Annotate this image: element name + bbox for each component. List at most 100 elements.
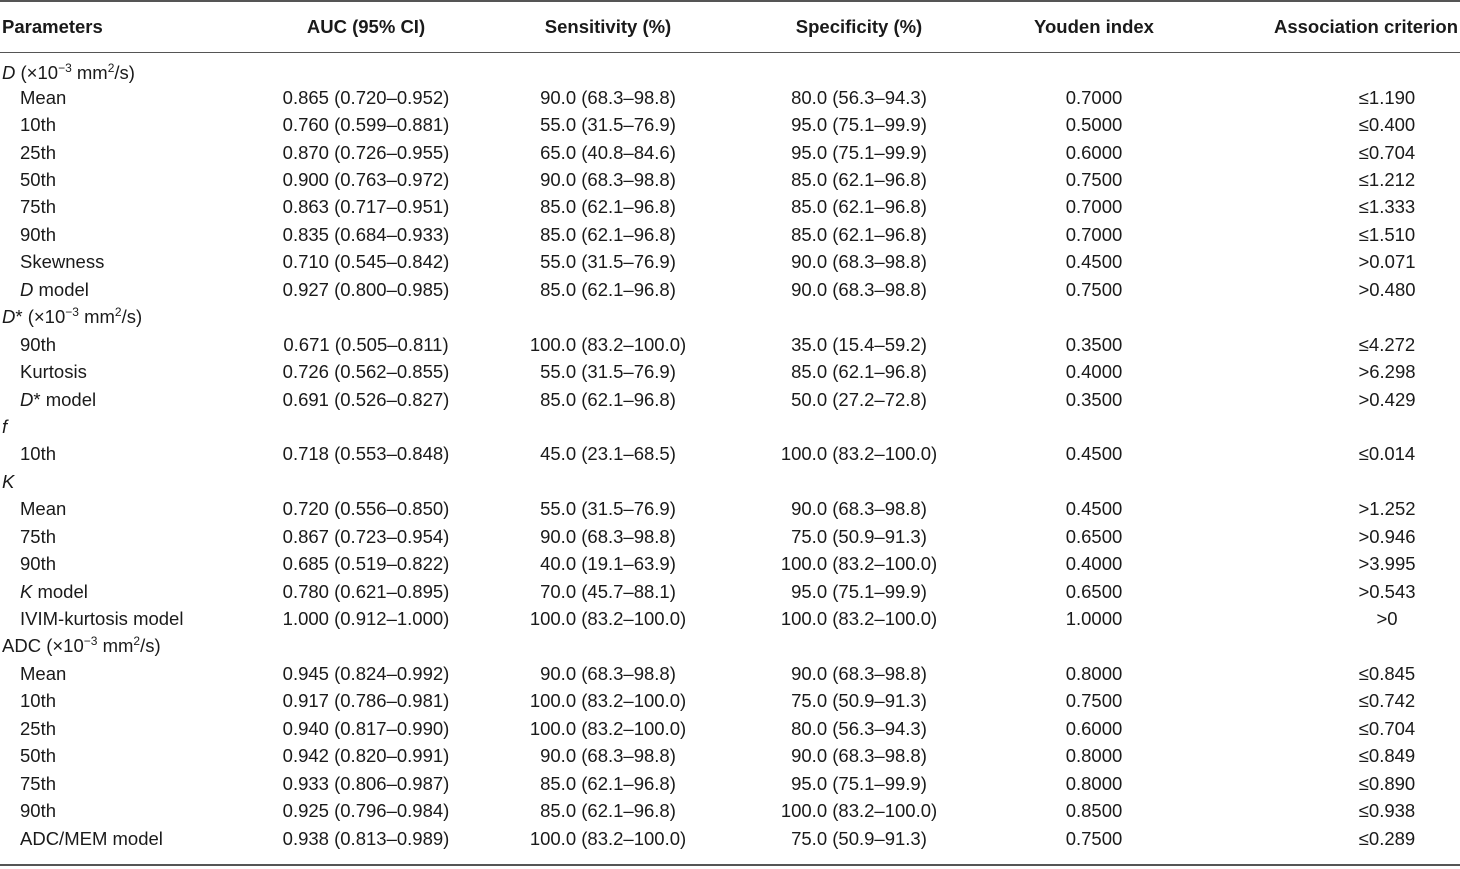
auc-cell: 0.938 (0.813–0.989)	[282, 827, 450, 849]
row-name-cell: 50th	[20, 169, 57, 191]
table-row: 50th 0.942 (0.820–0.991) 90.0 (68.3–98.8) 9…	[0, 743, 1460, 770]
row-name-cell: D model	[0, 276, 250, 303]
group-row-f: f	[0, 413, 1460, 440]
row-name-cell: 75th	[20, 196, 57, 218]
table-row: Kurtosis 0.726 (0.562–0.855) 55.0 (31.5–76…	[0, 358, 1460, 385]
auc-cell: 0.927 (0.800–0.985)	[282, 278, 450, 300]
specificity-cell: 80.0 (56.3–94.3)	[791, 86, 927, 108]
text-fragment: model	[33, 278, 89, 300]
specificity-cell: 100.0 (83.2–100.0)	[780, 608, 938, 630]
auc-cell: 0.780 (0.621–0.895)	[282, 580, 450, 602]
table-row: 75th 0.867 (0.723–0.954) 90.0 (68.3–98.8) 7…	[0, 523, 1460, 550]
group-row-k: K	[0, 468, 1460, 495]
results-table: Parameters AUC (95% CI) Sensitivity (%) …	[0, 2, 1460, 852]
group-label-k: K	[0, 468, 1460, 495]
header-youden: Youden index	[1034, 15, 1154, 37]
table-row: ADC/MEM model 0.938 (0.813–0.989) 100.0 (8…	[0, 825, 1460, 852]
group-label-d: D (×10−3 mm2/s)	[0, 51, 1460, 84]
youden-cell: 0.7500	[1065, 827, 1123, 849]
table-row: 75th 0.863 (0.717–0.951) 85.0 (62.1–96.8) 8…	[0, 194, 1460, 221]
specificity-cell: 90.0 (68.3–98.8)	[791, 251, 927, 273]
auc-cell: 0.671 (0.505–0.811)	[283, 333, 449, 355]
criterion-cell: >0	[1376, 608, 1398, 630]
youden-cell: 0.7000	[1065, 196, 1123, 218]
row-name-cell: 90th	[20, 333, 57, 355]
sensitivity-cell: 85.0 (62.1–96.8)	[540, 196, 676, 218]
text-fragment: −3	[65, 305, 79, 320]
table-row: 50th 0.900 (0.763–0.972) 90.0 (68.3–98.8) 8…	[0, 166, 1460, 193]
auc-cell: 0.760 (0.599–0.881)	[282, 114, 450, 136]
table-row: 10th 0.917 (0.786–0.981) 100.0 (83.2–100.0…	[0, 688, 1460, 715]
criterion-cell: ≤1.212	[1358, 169, 1416, 191]
specificity-cell: 75.0 (50.9–91.3)	[791, 827, 927, 849]
auc-cell: 0.933 (0.806–0.987)	[282, 772, 450, 794]
row-name-cell: K model	[0, 578, 250, 605]
text-fragment: model	[32, 580, 88, 602]
youden-cell: 0.4500	[1065, 443, 1123, 465]
specificity-cell: 85.0 (62.1–96.8)	[791, 169, 927, 191]
auc-cell: 0.940 (0.817–0.990)	[282, 717, 450, 739]
row-name-cell: 75th	[20, 772, 57, 794]
sensitivity-cell: 90.0 (68.3–98.8)	[540, 525, 676, 547]
criterion-cell: ≤1.333	[1358, 196, 1416, 218]
table-row: Mean 0.720 (0.556–0.850) 55.0 (31.5–76.9) 9…	[0, 496, 1460, 523]
text-fragment: D	[20, 278, 34, 300]
header-association-criterion: Association criterion	[1273, 15, 1458, 37]
bottom-rule	[0, 864, 1460, 866]
criterion-cell: ≤1.510	[1358, 223, 1416, 245]
criterion-cell: ≤0.742	[1358, 690, 1416, 712]
table-row: 25th 0.870 (0.726–0.955) 65.0 (40.8–84.6) 9…	[0, 139, 1460, 166]
sensitivity-cell: 90.0 (68.3–98.8)	[540, 745, 676, 767]
row-name-cell: 90th	[20, 553, 57, 575]
auc-cell: 0.867 (0.723–0.954)	[282, 525, 450, 547]
criterion-cell: ≤0.704	[1358, 141, 1416, 163]
sensitivity-cell: 100.0 (83.2–100.0)	[529, 608, 687, 630]
auc-cell: 0.900 (0.763–0.972)	[282, 169, 450, 191]
table-row: 90th 0.835 (0.684–0.933) 85.0 (62.1–96.8) 8…	[0, 221, 1460, 248]
table-row: D model 0.927 (0.800–0.985) 85.0 (62.1–96.…	[0, 276, 1460, 303]
row-name-cell: 90th	[20, 223, 57, 245]
text-fragment: (×10	[41, 635, 84, 657]
sensitivity-cell: 85.0 (62.1–96.8)	[540, 800, 676, 822]
sensitivity-cell: 90.0 (68.3–98.8)	[540, 169, 676, 191]
header-row: Parameters AUC (95% CI) Sensitivity (%) …	[0, 2, 1460, 51]
specificity-cell: 35.0 (15.4–59.2)	[791, 333, 927, 355]
sensitivity-cell: 85.0 (62.1–96.8)	[540, 772, 676, 794]
sensitivity-cell: 65.0 (40.8–84.6)	[540, 141, 676, 163]
sensitivity-cell: 100.0 (83.2–100.0)	[529, 827, 687, 849]
group-row-adc: ADC (×10−3 mm2/s)	[0, 633, 1460, 660]
sensitivity-cell: 55.0 (31.5–76.9)	[540, 361, 676, 383]
sensitivity-cell: 100.0 (83.2–100.0)	[529, 690, 687, 712]
youden-cell: 0.4500	[1065, 251, 1123, 273]
auc-cell: 0.925 (0.796–0.984)	[282, 800, 450, 822]
text-fragment: −3	[58, 61, 72, 75]
sensitivity-cell: 55.0 (31.5–76.9)	[540, 114, 676, 136]
table-row: 90th 0.925 (0.796–0.984) 85.0 (62.1–96.8) 1…	[0, 797, 1460, 824]
text-fragment: /s)	[114, 62, 135, 83]
specificity-cell: 100.0 (83.2–100.0)	[780, 443, 938, 465]
sensitivity-cell: 45.0 (23.1–68.5)	[540, 443, 676, 465]
text-fragment: mm	[78, 306, 115, 328]
specificity-cell: 95.0 (75.1–99.9)	[791, 772, 927, 794]
criterion-cell: ≤0.400	[1358, 114, 1416, 136]
specificity-cell: 90.0 (68.3–98.8)	[791, 498, 927, 520]
youden-cell: 0.6500	[1065, 580, 1123, 602]
youden-cell: 0.8000	[1065, 745, 1123, 767]
youden-cell: 1.0000	[1065, 608, 1123, 630]
criterion-cell: ≤0.289	[1358, 827, 1416, 849]
criterion-cell: >3.995	[1358, 553, 1416, 575]
group-label-dstar: D* (×10−3 mm2/s)	[0, 304, 1460, 331]
criterion-cell: ≤0.704	[1358, 717, 1416, 739]
youden-cell: 0.6500	[1065, 525, 1123, 547]
header-parameters: Parameters	[2, 15, 103, 37]
row-name-cell: 10th	[20, 443, 57, 465]
sensitivity-cell: 85.0 (62.1–96.8)	[540, 388, 676, 410]
text-fragment: (×10	[22, 306, 66, 328]
sensitivity-cell: 70.0 (45.7–88.1)	[540, 580, 676, 602]
youden-cell: 0.4000	[1065, 553, 1123, 575]
table-row: 90th 0.671 (0.505–0.811) 100.0 (83.2–100.0…	[0, 331, 1460, 358]
specificity-cell: 85.0 (62.1–96.8)	[791, 196, 927, 218]
group-label-f: f	[0, 413, 1460, 440]
criterion-cell: ≤0.845	[1358, 662, 1416, 684]
text-fragment: (×10	[15, 62, 59, 83]
